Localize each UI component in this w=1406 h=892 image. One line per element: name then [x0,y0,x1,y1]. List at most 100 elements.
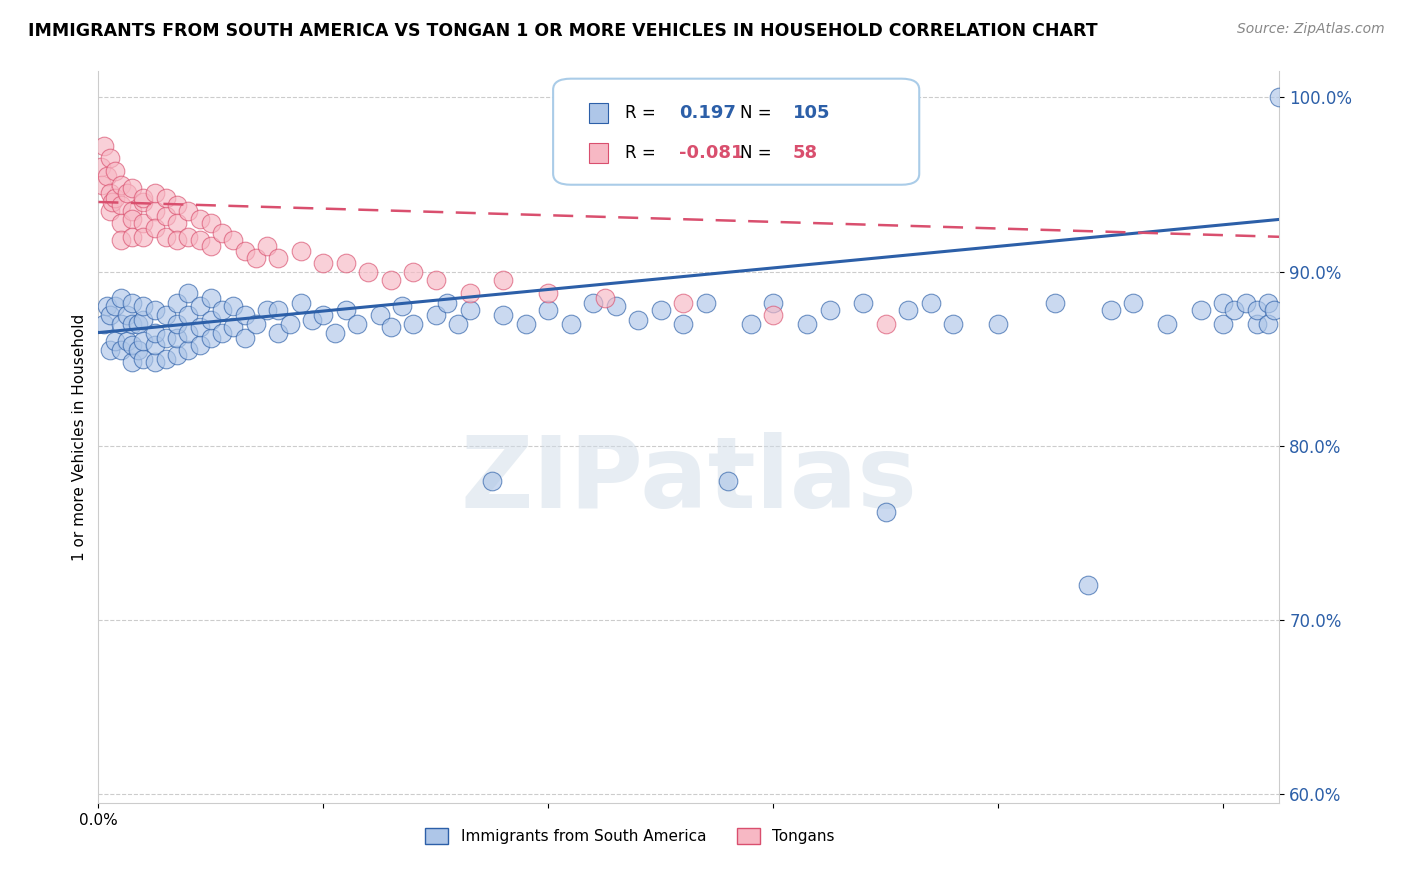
Point [290,244,312,258]
Point [222,320,245,334]
Point [110,216,132,230]
Point [93,139,115,153]
Point [211,227,233,241]
Text: ■: ■ [589,143,609,162]
Point [335,256,357,270]
Point [1077,578,1099,592]
Point [537,285,560,300]
Point [762,296,785,310]
Point [93,317,115,331]
Point [200,331,222,345]
Point [177,343,200,357]
Point [1257,296,1279,310]
Point [267,302,290,317]
Point [98,203,121,218]
Text: 58: 58 [793,144,818,161]
Point [200,313,222,327]
Point [155,229,177,244]
Point [222,233,245,247]
Point [188,300,211,314]
Point [796,317,818,331]
Text: N =: N = [740,144,776,161]
Point [200,291,222,305]
Point [245,251,267,265]
Point [132,192,155,206]
Point [188,233,211,247]
Point [987,317,1010,331]
Point [312,308,335,322]
Point [290,296,312,310]
Point [1246,302,1268,317]
Point [582,296,605,310]
Text: 0.197: 0.197 [679,104,737,122]
FancyBboxPatch shape [553,78,920,185]
Point [492,308,515,322]
Point [346,317,368,331]
Point [492,273,515,287]
Point [233,244,256,258]
Point [177,229,200,244]
Point [121,212,143,227]
Point [188,320,211,334]
Point [121,181,143,195]
Point [605,300,627,314]
Point [323,326,346,340]
Point [104,163,127,178]
Point [368,308,391,322]
Point [233,331,256,345]
Point [155,331,177,345]
Point [1189,302,1212,317]
Text: -0.081: -0.081 [679,144,744,161]
Point [312,256,335,270]
Point [98,308,121,322]
Point [115,308,138,322]
Text: 105: 105 [793,104,831,122]
Point [335,302,357,317]
Point [110,198,132,212]
Text: IMMIGRANTS FROM SOUTH AMERICA VS TONGAN 1 OR MORE VEHICLES IN HOUSEHOLD CORRELAT: IMMIGRANTS FROM SOUTH AMERICA VS TONGAN … [28,22,1098,40]
Point [101,194,124,209]
Point [166,198,188,212]
Point [717,474,740,488]
Point [155,351,177,366]
Point [166,296,188,310]
Point [267,326,290,340]
Point [380,273,402,287]
Point [90,178,112,192]
Point [1099,302,1122,317]
Point [233,308,256,322]
Point [90,160,112,174]
Point [1043,296,1066,310]
Point [593,291,616,305]
Point [222,300,245,314]
Text: R =: R = [626,144,661,161]
Point [458,302,481,317]
Point [897,302,920,317]
Point [425,273,447,287]
Point [132,334,155,349]
Point [256,238,278,252]
Point [200,238,222,252]
Point [110,343,132,357]
Point [177,285,200,300]
Point [188,212,211,227]
Point [132,194,155,209]
Point [672,317,695,331]
Point [537,302,560,317]
Text: Source: ZipAtlas.com: Source: ZipAtlas.com [1237,22,1385,37]
Point [166,331,188,345]
Point [1212,317,1234,331]
Point [121,296,143,310]
Point [115,186,138,201]
Point [200,216,222,230]
Point [380,320,402,334]
Point [256,302,278,317]
Point [402,265,425,279]
Point [1257,317,1279,331]
Point [143,326,166,340]
Point [740,317,762,331]
Y-axis label: 1 or more Vehicles in Household: 1 or more Vehicles in Household [72,313,87,561]
Point [96,300,118,314]
Point [875,505,897,519]
Point [166,348,188,362]
